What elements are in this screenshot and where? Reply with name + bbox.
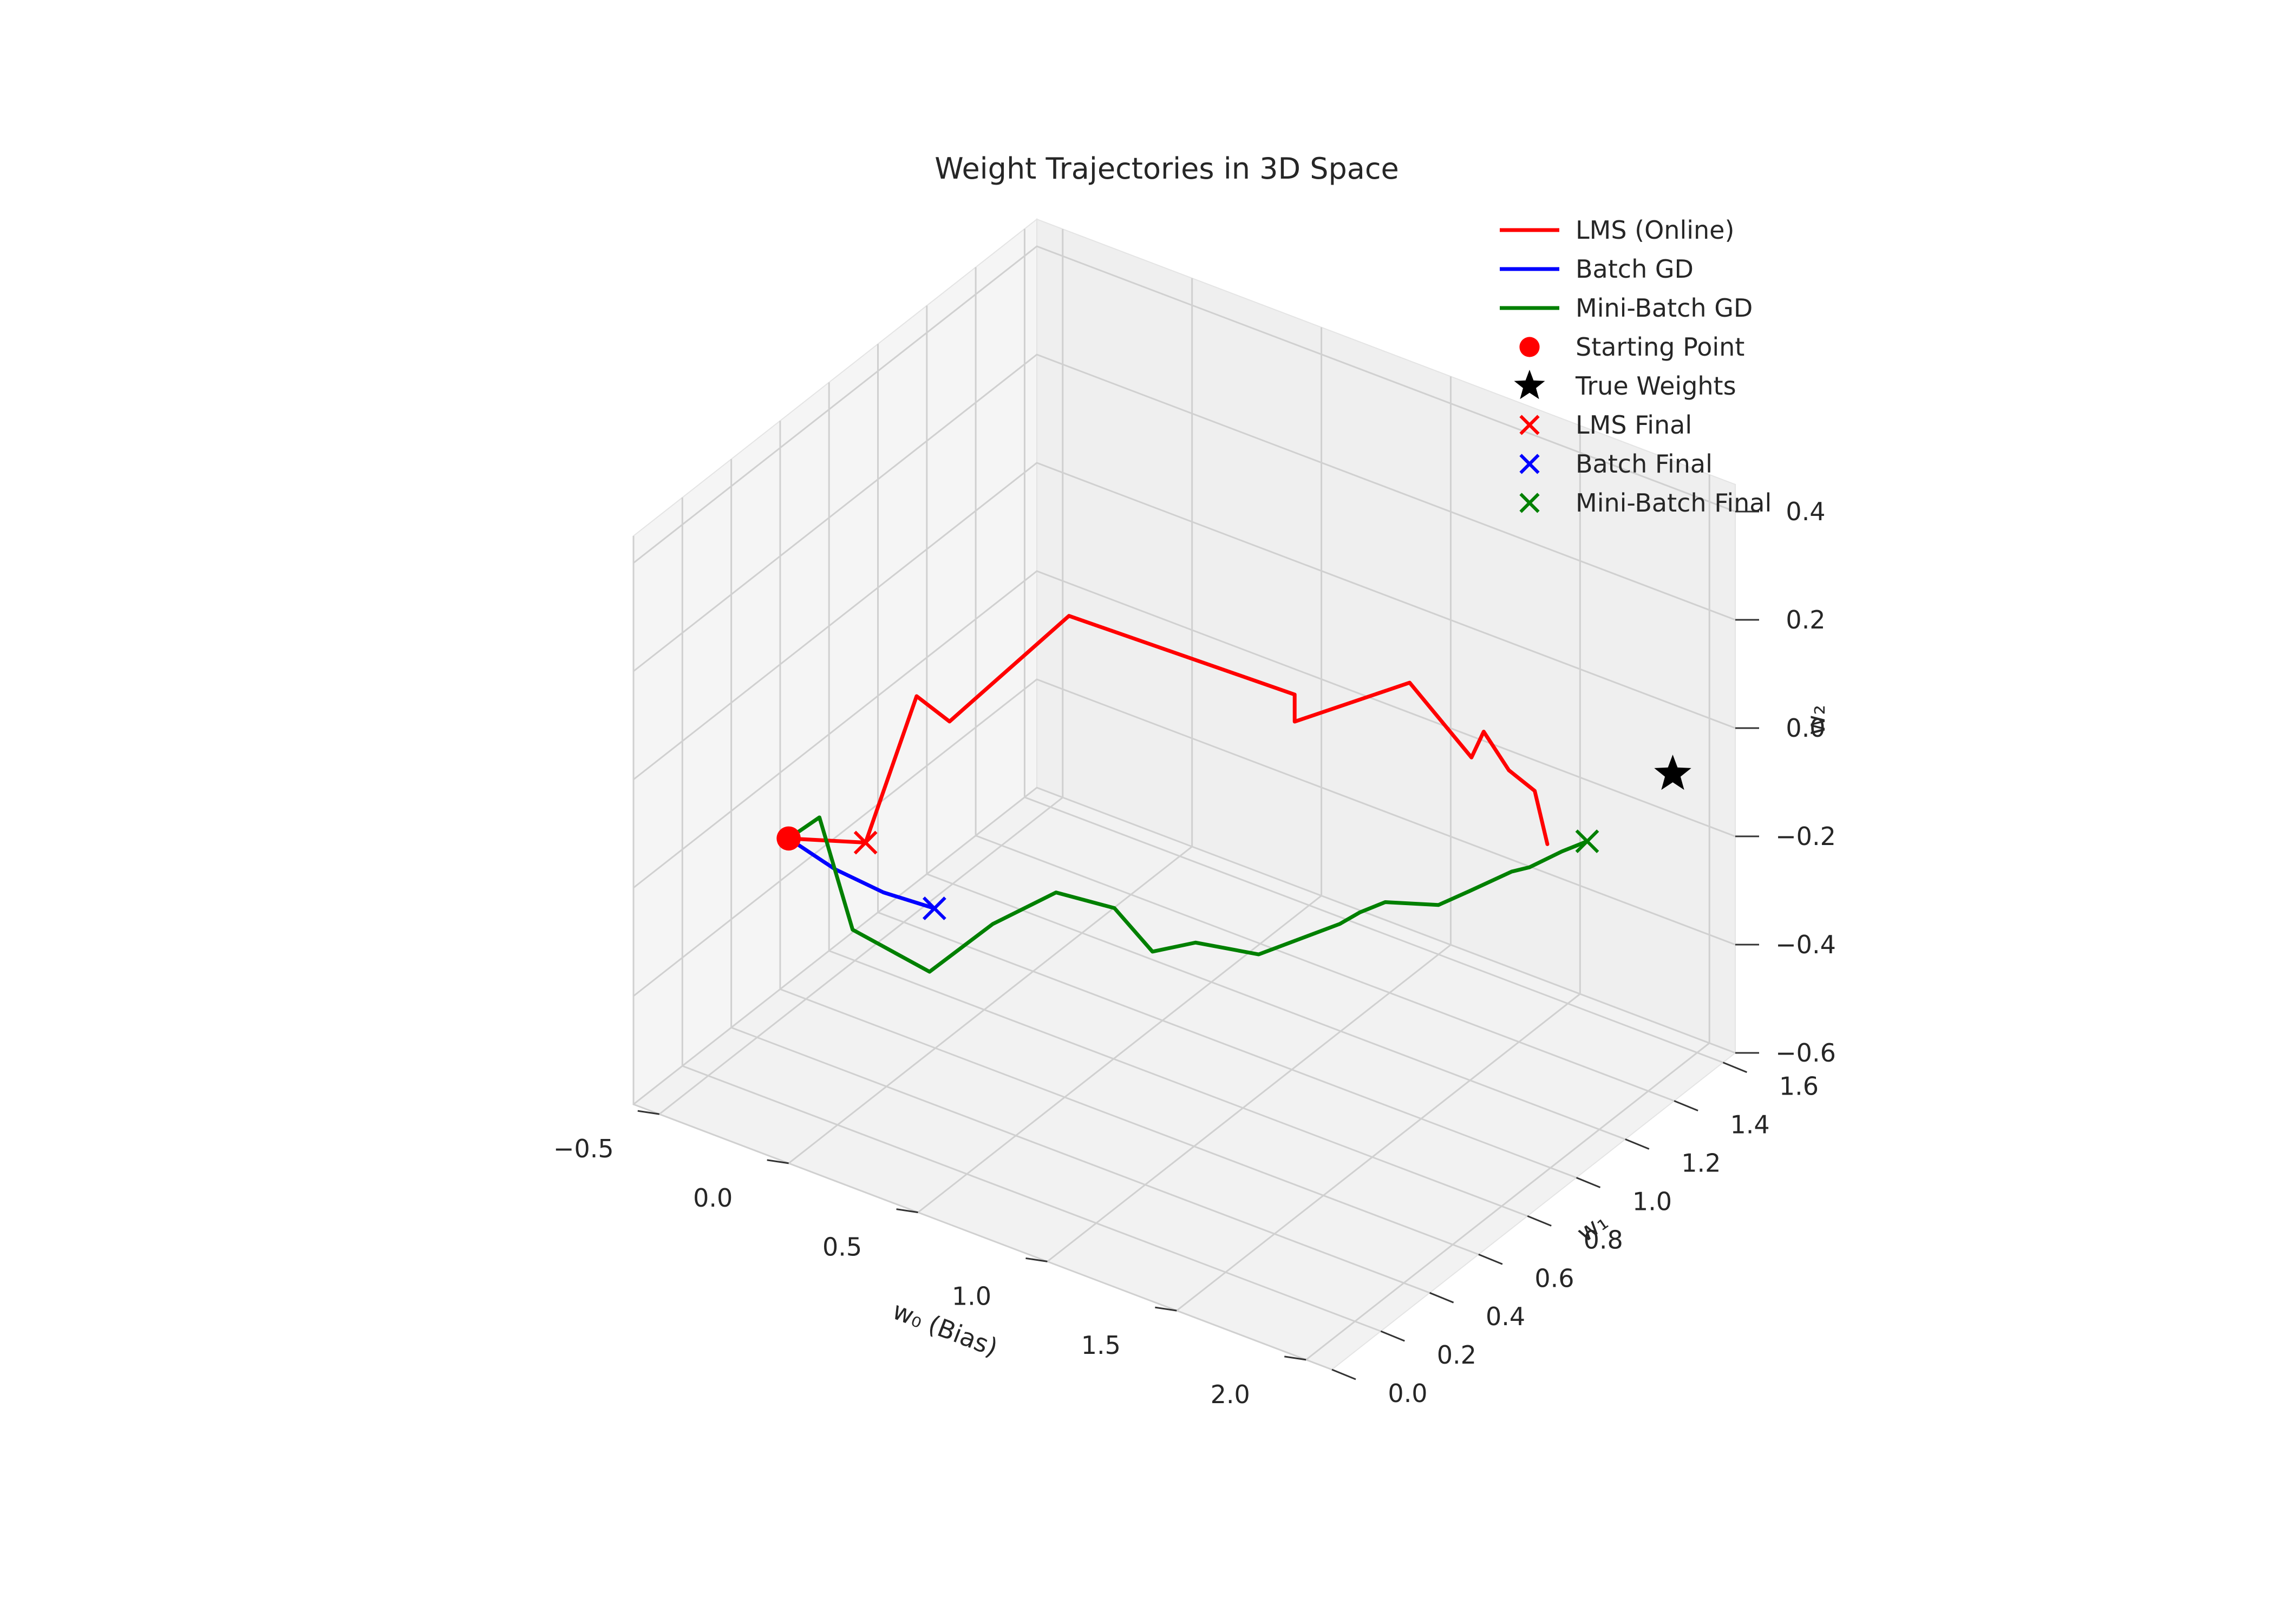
axes-ticks: −0.5 0.0 0.5 1.0 1.5 2.0 0.0 0.2 0.4 0.6 0.8 1.0 1.2… xyxy=(553,497,1836,1409)
z-gridline xyxy=(633,787,1736,1105)
legend-swatch xyxy=(1519,493,1540,513)
x-tick xyxy=(1284,1355,1306,1361)
z-tick-label: 0.0 xyxy=(1786,713,1825,743)
legend-label: Mini-Batch Final xyxy=(1576,488,1772,518)
point-markers xyxy=(776,755,1691,920)
y-tick-label: 1.2 xyxy=(1681,1149,1721,1178)
series-line xyxy=(787,836,937,911)
lms-final-marker xyxy=(853,830,878,855)
y-tick xyxy=(1625,1138,1650,1150)
x-tick-label: 0.5 xyxy=(822,1233,862,1262)
legend-label: Starting Point xyxy=(1576,332,1744,362)
batch-final-marker xyxy=(922,896,946,920)
legend-swatch xyxy=(1514,370,1545,400)
x-tick xyxy=(896,1208,918,1214)
axes-grid xyxy=(632,228,1736,1371)
legend: LMS (Online) Batch GD Mini-Batch GD Startin… xyxy=(1500,215,1772,518)
x-tick xyxy=(1155,1306,1177,1312)
x-tick xyxy=(1025,1257,1048,1262)
y-tick-label: 1.0 xyxy=(1632,1187,1672,1216)
z-tick-label: −0.4 xyxy=(1775,930,1836,959)
z-tick-label: 0.4 xyxy=(1786,497,1825,526)
z-gridline xyxy=(633,462,1736,781)
legend-label: True Weights xyxy=(1575,371,1736,401)
series-line xyxy=(787,815,1589,974)
y-tick-label: 0.0 xyxy=(1388,1379,1427,1408)
series-lines xyxy=(787,614,1589,974)
z-tick-label: 0.2 xyxy=(1786,605,1825,634)
y-tick-label: 0.4 xyxy=(1486,1302,1525,1331)
x-tick-label: −0.5 xyxy=(553,1134,614,1163)
z-tick-label: −0.2 xyxy=(1775,822,1836,851)
z-gridline xyxy=(633,245,1736,564)
x-tick xyxy=(767,1159,789,1164)
legend-swatch xyxy=(1519,415,1540,435)
y-tick-label: 1.6 xyxy=(1779,1072,1819,1101)
x-tick-label: 2.0 xyxy=(1211,1380,1250,1409)
x-tick-label: 1.5 xyxy=(1081,1331,1121,1360)
x-tick xyxy=(637,1110,660,1115)
z-axis-label: w₂ xyxy=(1801,705,1831,735)
y-tick xyxy=(1722,1062,1747,1073)
legend-label: Mini-Batch GD xyxy=(1576,293,1753,323)
z-gridline xyxy=(633,353,1736,672)
starting-point-marker xyxy=(776,826,801,851)
y-tick xyxy=(1331,1368,1356,1380)
y-tick xyxy=(1478,1253,1503,1265)
mini-batch-final-marker xyxy=(1575,829,1599,854)
y-tick-label: 0.8 xyxy=(1584,1225,1623,1254)
z-gridline xyxy=(633,570,1736,889)
legend-swatch xyxy=(1519,337,1540,357)
legend-label: Batch Final xyxy=(1576,449,1713,479)
y-tick-label: 0.2 xyxy=(1437,1340,1476,1370)
true-weights-marker xyxy=(1654,755,1691,790)
chart-title: Weight Trajectories in 3D Space xyxy=(935,152,1399,186)
y-tick xyxy=(1429,1292,1454,1304)
z-tick-label: −0.6 xyxy=(1775,1038,1836,1068)
y-tick xyxy=(1380,1330,1405,1342)
axes-panes xyxy=(632,218,1737,1371)
y-tick-label: 0.6 xyxy=(1534,1263,1574,1293)
y-tick-label: 1.4 xyxy=(1730,1110,1770,1140)
y-tick xyxy=(1527,1215,1552,1227)
x-tick-label: 1.0 xyxy=(952,1281,991,1311)
legend-label: LMS (Online) xyxy=(1576,215,1734,245)
y-tick xyxy=(1576,1177,1601,1188)
z-gridline xyxy=(633,678,1736,997)
legend-label: Batch GD xyxy=(1576,254,1694,284)
legend-swatch xyxy=(1519,454,1540,474)
y-tick xyxy=(1674,1100,1698,1112)
series-line xyxy=(787,614,1550,846)
x-tick-label: 0.0 xyxy=(693,1183,733,1213)
legend-label: LMS Final xyxy=(1576,410,1692,440)
